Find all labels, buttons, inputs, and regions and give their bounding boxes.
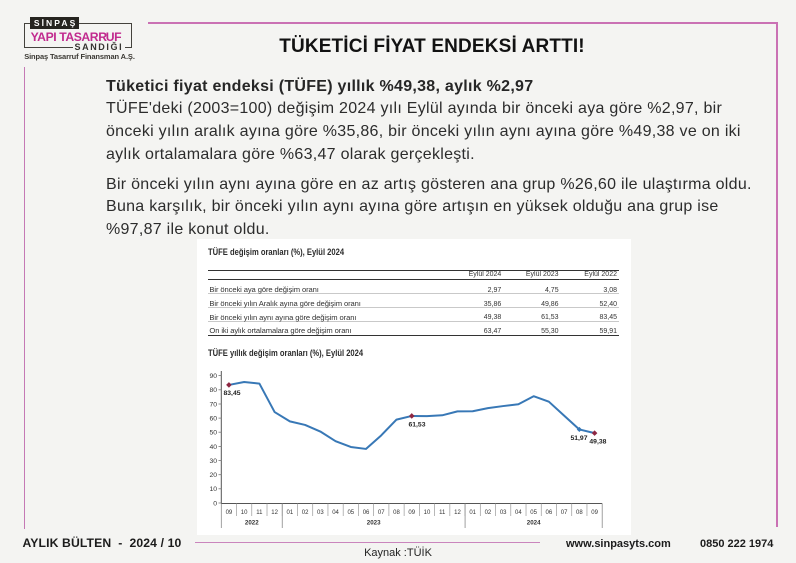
svg-text:02: 02 — [302, 510, 309, 516]
svg-text:10: 10 — [424, 510, 431, 516]
svg-text:04: 04 — [515, 510, 522, 516]
svg-text:06: 06 — [363, 510, 370, 516]
svg-text:51,97: 51,97 — [570, 435, 587, 442]
svg-text:06: 06 — [546, 510, 553, 516]
svg-text:40: 40 — [209, 444, 217, 451]
svg-text:04: 04 — [332, 510, 339, 516]
svg-text:50: 50 — [209, 430, 217, 437]
svg-text:09: 09 — [226, 510, 233, 516]
svg-text:2024: 2024 — [527, 520, 541, 527]
svg-text:2023: 2023 — [367, 520, 381, 527]
svg-text:70: 70 — [209, 401, 217, 408]
svg-text:2022: 2022 — [245, 520, 259, 527]
svg-text:01: 01 — [469, 510, 476, 516]
svg-text:10: 10 — [241, 510, 248, 516]
svg-text:10: 10 — [209, 486, 217, 493]
svg-text:01: 01 — [287, 510, 294, 516]
svg-text:08: 08 — [393, 510, 400, 516]
svg-text:83,45: 83,45 — [224, 390, 241, 397]
svg-text:08: 08 — [576, 510, 583, 516]
svg-text:11: 11 — [439, 510, 446, 516]
svg-text:90: 90 — [209, 373, 217, 380]
svg-text:12: 12 — [454, 510, 461, 516]
svg-text:05: 05 — [347, 510, 354, 516]
svg-text:49,38: 49,38 — [589, 439, 606, 446]
svg-text:05: 05 — [530, 510, 537, 516]
svg-text:60: 60 — [209, 416, 217, 423]
svg-text:07: 07 — [561, 510, 568, 516]
svg-text:0: 0 — [213, 500, 217, 507]
svg-text:09: 09 — [591, 510, 598, 516]
svg-text:12: 12 — [271, 510, 278, 516]
svg-text:03: 03 — [317, 510, 324, 516]
svg-text:30: 30 — [209, 458, 217, 465]
svg-text:61,53: 61,53 — [408, 421, 425, 428]
svg-text:80: 80 — [209, 387, 217, 394]
svg-text:11: 11 — [256, 510, 263, 516]
svg-text:07: 07 — [378, 510, 385, 516]
svg-text:03: 03 — [500, 510, 507, 516]
svg-text:09: 09 — [408, 510, 415, 516]
svg-text:02: 02 — [485, 510, 492, 516]
svg-text:20: 20 — [209, 472, 217, 479]
